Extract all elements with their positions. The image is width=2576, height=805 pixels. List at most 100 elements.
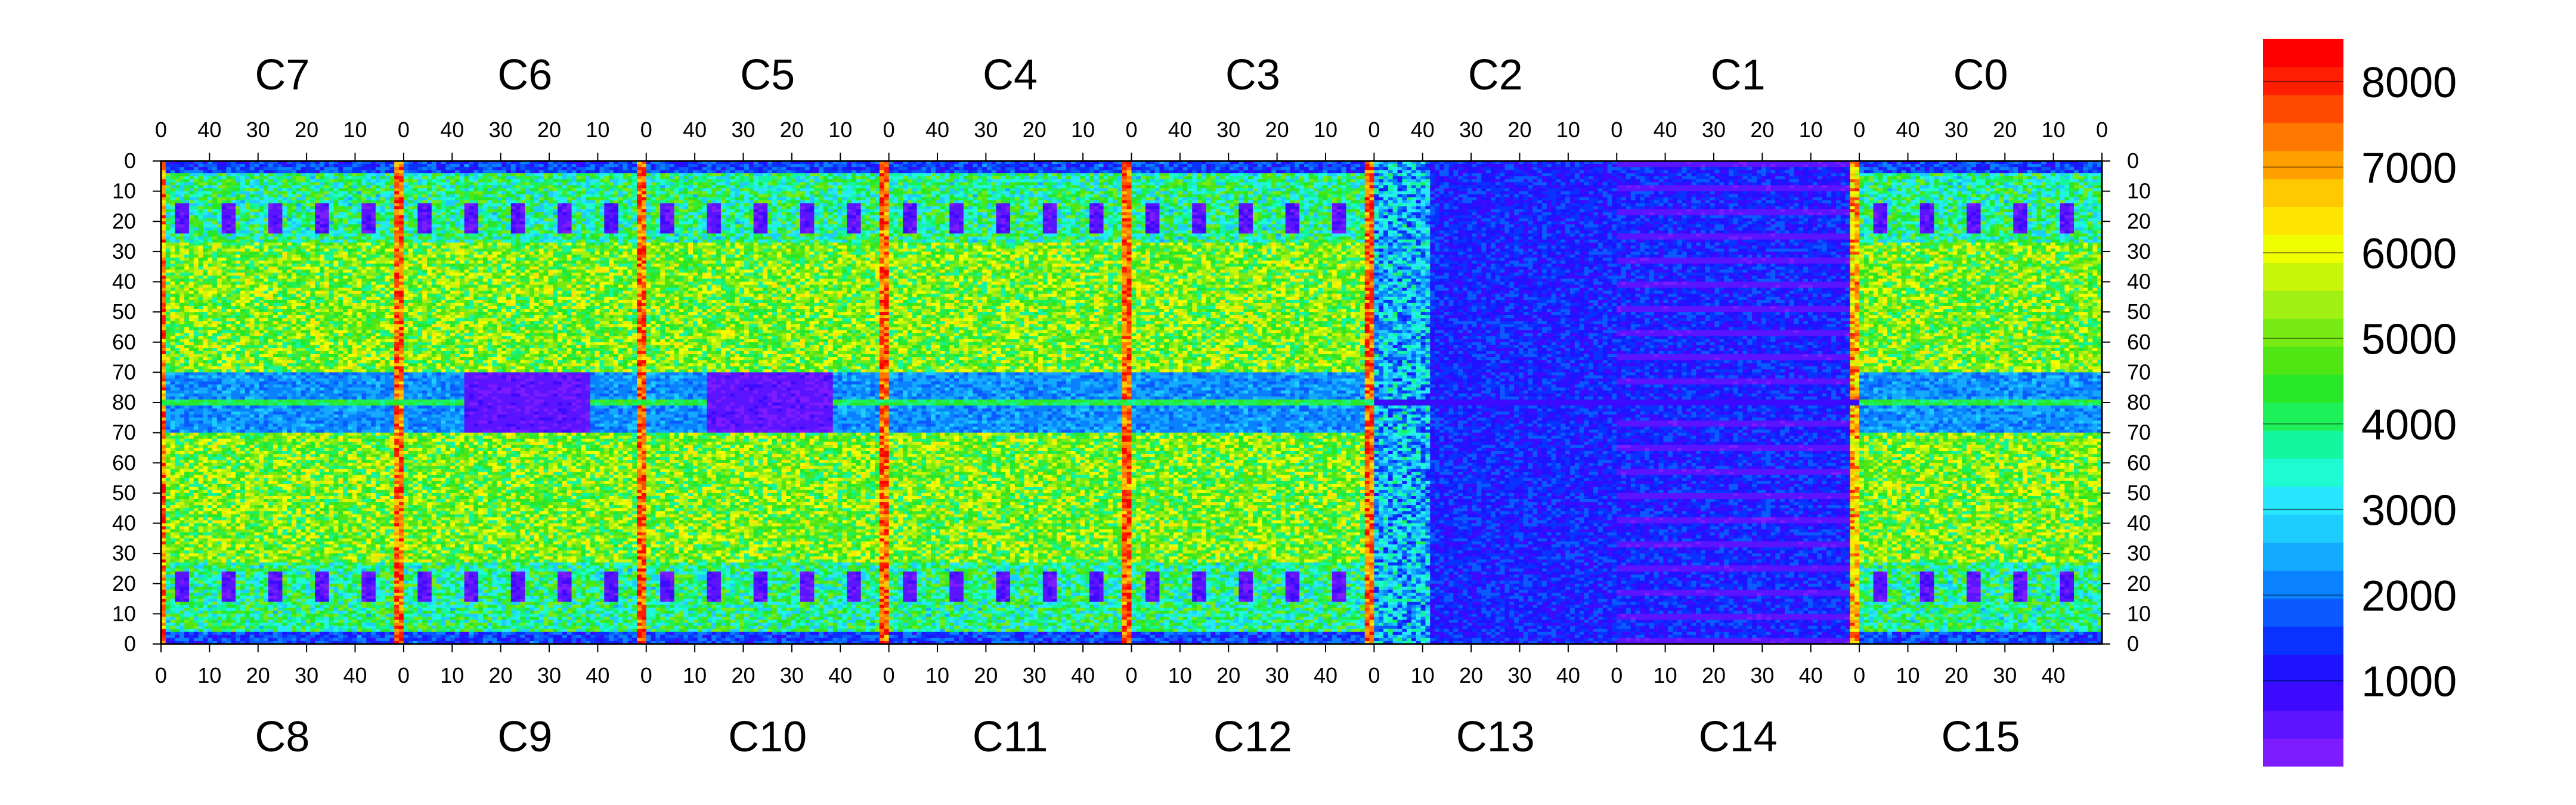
heatmap-cell	[175, 321, 179, 324]
heatmap-cell	[166, 372, 171, 376]
heatmap-cell	[208, 312, 212, 315]
heatmap-cell	[203, 173, 208, 177]
heatmap-cell	[194, 270, 199, 273]
heatmap-cell	[171, 197, 175, 201]
heatmap-cell	[194, 297, 199, 301]
heatmap-cell	[175, 466, 179, 469]
heatmap-cell	[175, 275, 179, 279]
heatmap-cell	[208, 188, 212, 192]
heatmap-cell	[189, 635, 194, 639]
heatmap-cell	[184, 218, 189, 222]
heatmap-cell	[175, 303, 179, 306]
heatmap-cell	[175, 188, 179, 192]
heatmap-cell	[199, 530, 203, 533]
heatmap-cell	[166, 315, 171, 318]
heatmap-cell	[175, 514, 179, 518]
heatmap-cell	[208, 185, 212, 189]
heatmap-cell	[175, 629, 179, 633]
heatmap-cell	[203, 463, 208, 466]
heatmap-cell	[175, 243, 179, 246]
heatmap-cell	[203, 234, 208, 237]
heatmap-cell	[208, 294, 212, 298]
heatmap-cell	[175, 194, 179, 198]
heatmap-cell	[175, 191, 179, 195]
heatmap-cell	[203, 288, 208, 292]
heatmap-cell	[203, 252, 208, 255]
heatmap-cell	[194, 556, 199, 560]
heatmap-cell	[175, 556, 179, 560]
heatmap-cell	[203, 330, 208, 334]
heatmap-cell	[166, 514, 171, 518]
heatmap-cell	[166, 590, 171, 593]
heatmap-cell	[194, 173, 199, 177]
heatmap-cell	[194, 354, 199, 358]
heatmap-cell	[175, 430, 179, 434]
heatmap-cell	[166, 553, 171, 557]
heatmap-cell	[189, 194, 194, 198]
heatmap-cell	[194, 514, 199, 518]
heatmap-cell	[189, 400, 194, 403]
heatmap-cell	[199, 490, 203, 494]
heatmap-cell	[189, 360, 194, 364]
heatmap-cell	[189, 354, 194, 358]
heatmap-cell	[166, 388, 171, 391]
heatmap-cell	[175, 502, 179, 506]
heatmap-cell	[166, 324, 171, 327]
heatmap-cell	[199, 342, 203, 346]
heatmap-cell	[179, 454, 184, 457]
heatmap-cell	[179, 405, 184, 409]
heatmap-cell	[184, 185, 189, 189]
heatmap-cell	[179, 297, 184, 301]
heatmap-cell	[194, 391, 199, 394]
heatmap-cell	[175, 520, 179, 524]
heatmap-cell	[199, 544, 203, 548]
heatmap-cell	[166, 524, 171, 527]
heatmap-cell	[189, 339, 194, 343]
heatmap-cell	[203, 635, 208, 639]
heatmap-cell	[199, 445, 203, 448]
heatmap-cell	[171, 382, 175, 385]
heatmap-cell	[189, 372, 194, 376]
heatmap-cell	[175, 351, 179, 355]
heatmap-cell	[194, 442, 199, 445]
heatmap-cell	[179, 176, 184, 179]
heatmap-cell	[171, 451, 175, 454]
heatmap-cell	[171, 584, 175, 587]
heatmap-cell	[189, 481, 194, 485]
heatmap-cell	[208, 360, 212, 364]
heatmap-cell	[171, 221, 175, 225]
heatmap-cell	[166, 496, 171, 500]
heatmap-cell	[203, 535, 208, 539]
heatmap-cell	[166, 273, 171, 276]
heatmap-cell	[184, 547, 189, 551]
heatmap-cell	[208, 209, 212, 213]
heatmap-cell	[175, 333, 179, 337]
heatmap-cell	[179, 614, 184, 617]
heatmap-cell	[179, 179, 184, 182]
heatmap-cell	[189, 427, 194, 431]
heatmap-cell	[189, 578, 194, 581]
heatmap-cell	[199, 252, 203, 255]
heatmap-cell	[194, 282, 199, 286]
heatmap-cell	[171, 436, 175, 439]
heatmap-cell	[194, 538, 199, 542]
heatmap-cell	[208, 227, 212, 231]
heatmap-cell	[194, 632, 199, 636]
heatmap-cell	[166, 575, 171, 578]
heatmap-cell	[194, 481, 199, 485]
heatmap-cell	[203, 227, 208, 231]
heatmap-cell	[184, 626, 189, 630]
heatmap-cell	[189, 255, 194, 258]
heatmap-cell	[199, 472, 203, 475]
heatmap-cell	[175, 312, 179, 315]
heatmap-cell	[184, 230, 189, 234]
heatmap-cell	[189, 294, 194, 298]
heatmap-cell	[175, 270, 179, 273]
heatmap-cell	[171, 556, 175, 560]
heatmap-cell	[175, 366, 179, 370]
heatmap-cell	[199, 568, 203, 572]
heatmap-cell	[199, 318, 203, 321]
heatmap-cell	[175, 382, 179, 385]
heatmap-cell	[184, 164, 189, 168]
heatmap-cell	[179, 167, 184, 171]
